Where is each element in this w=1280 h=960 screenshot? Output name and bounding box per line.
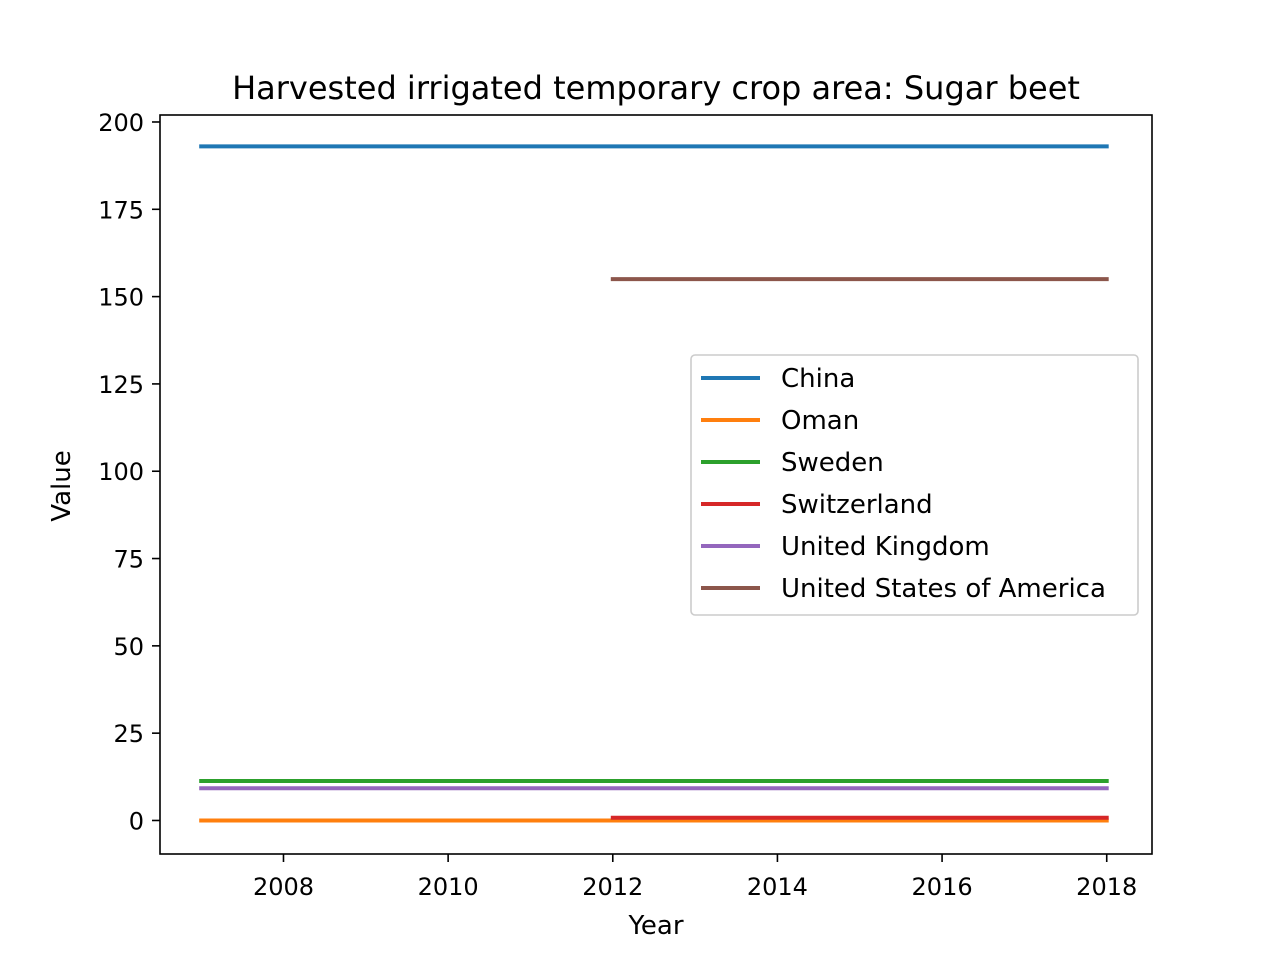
- legend-label-china: China: [781, 364, 855, 394]
- x-axis-label: Year: [627, 911, 683, 941]
- legend-label-switzerland: Switzerland: [781, 490, 933, 520]
- y-tick-label: 125: [98, 371, 144, 399]
- chart-title: Harvested irrigated temporary crop area:…: [232, 69, 1080, 107]
- x-tick-label: 2014: [747, 873, 808, 901]
- legend: China Oman Sweden Switzerland United Kingdom…: [690, 354, 1139, 616]
- legend-box: [690, 354, 1139, 616]
- x-tick-label: 2018: [1076, 873, 1137, 901]
- y-tick-label: 100: [98, 458, 144, 486]
- y-tick-label: 0: [129, 807, 144, 835]
- y-tick-label: 175: [98, 196, 144, 224]
- axes-frame: [159, 114, 1153, 855]
- y-tick-label: 150: [98, 284, 144, 312]
- legend-label-united-states-of-america: United States of America: [781, 574, 1106, 604]
- legend-label-oman: Oman: [781, 406, 859, 436]
- y-tick-label: 75: [113, 546, 144, 574]
- plot-area: 2008 2010 2012 2014 2016 2018 0 25 50 75 100 125 150…: [98, 109, 1153, 901]
- legend-label-united-kingdom: United Kingdom: [781, 532, 990, 562]
- x-tick-label: 2008: [253, 873, 314, 901]
- y-tick-label: 25: [113, 720, 144, 748]
- x-tick-label: 2012: [582, 873, 643, 901]
- y-axis-label: Value: [47, 450, 77, 521]
- y-tick-label: 50: [113, 633, 144, 661]
- x-tick-label: 2016: [912, 873, 973, 901]
- x-tick-label: 2010: [418, 873, 479, 901]
- y-tick-label: 200: [98, 109, 144, 137]
- legend-label-sweden: Sweden: [781, 448, 884, 478]
